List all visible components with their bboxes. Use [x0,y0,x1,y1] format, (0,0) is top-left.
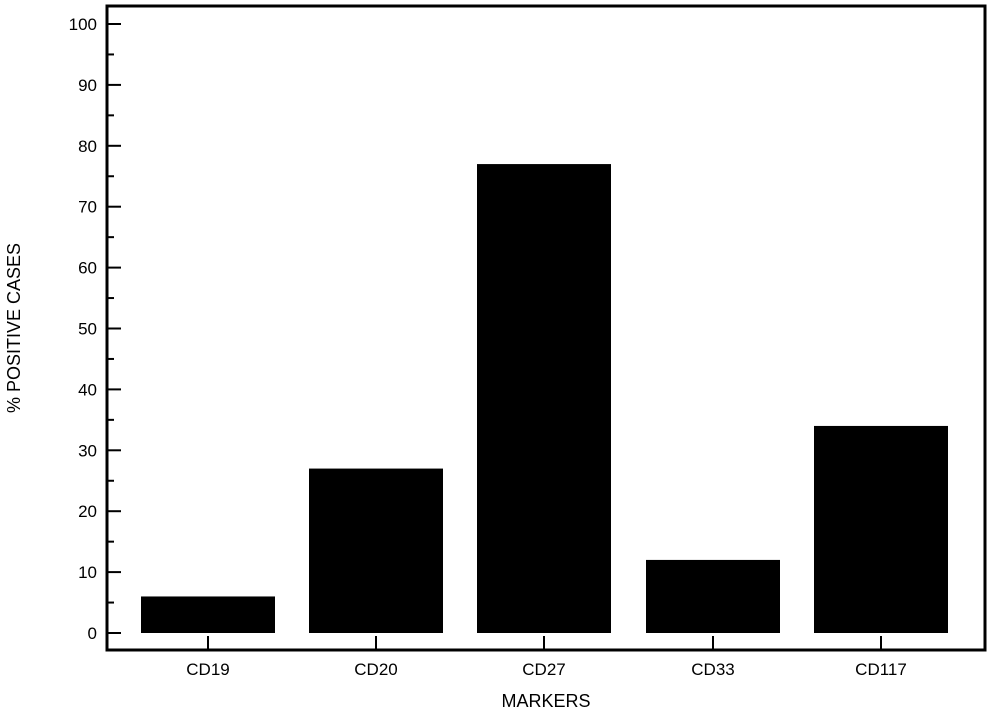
plot-frame [105,4,987,652]
bar-cd20 [309,468,443,633]
y-tick-label: 70 [78,198,97,217]
y-tick-label: 0 [88,624,97,643]
bars-layer [141,164,948,633]
y-tick-label: 90 [78,76,97,95]
bar-cd117 [814,425,948,633]
y-tick-label: 30 [78,441,97,460]
y-tick-label: 80 [78,137,97,156]
y-tick-label: 40 [78,380,97,399]
bar-cd19 [141,596,275,633]
y-tick-label: 100 [69,15,97,34]
x-tick-label: CD117 [855,660,907,679]
y-tick-label: 20 [78,502,97,521]
bar-cd27 [477,164,611,633]
y-axis-ticks: 0 10 20 30 40 50 60 70 80 90 100 [69,15,121,643]
y-axis-title: % POSITIVE CASES [4,243,24,413]
y-tick-label: 60 [78,259,97,278]
x-axis-title: MARKERS [501,691,590,711]
x-tick-label: CD33 [691,660,734,679]
x-tick-label: CD19 [186,660,229,679]
y-tick-label: 50 [78,320,97,339]
bar-cd33 [646,559,780,633]
x-tick-label: CD20 [354,660,397,679]
x-tick-label: CD27 [522,660,565,679]
x-axis-ticks: CD19 CD20 CD27 CD33 CD117 [186,636,907,679]
y-tick-label: 10 [78,563,97,582]
